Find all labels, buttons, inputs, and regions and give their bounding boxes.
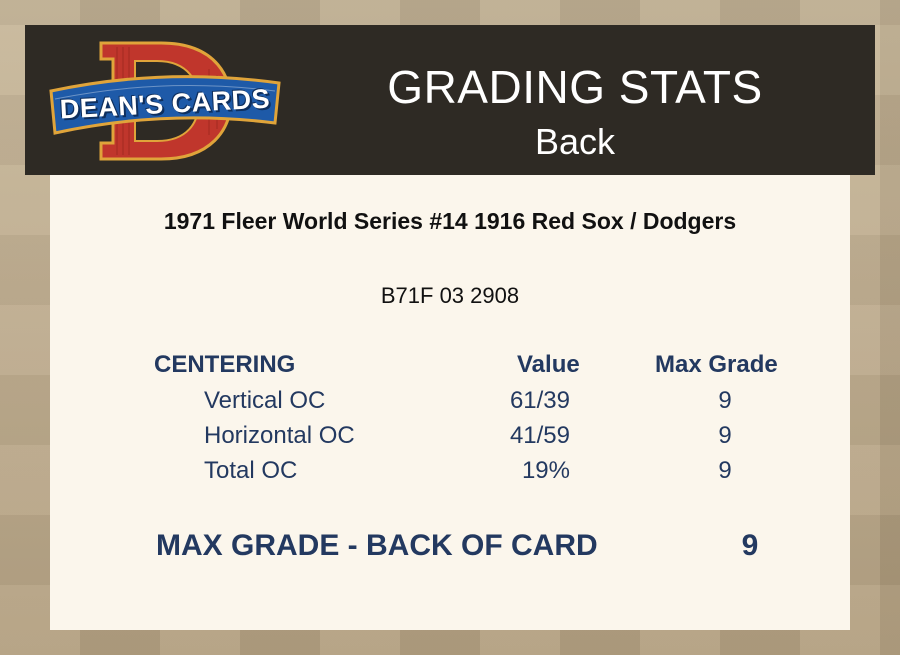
- row-label: Total OC: [204, 457, 298, 484]
- row-label: Vertical OC: [204, 387, 326, 414]
- stats-panel: 1971 Fleer World Series #14 1916 Red Sox…: [50, 175, 850, 630]
- header-banner: DEAN'S CARDS GRADING STATS Back: [25, 25, 875, 175]
- deans-cards-logo: DEAN'S CARDS: [49, 39, 281, 161]
- cert-number: B71F 03 2908: [380, 283, 520, 308]
- row-label: Horizontal OC: [204, 422, 355, 449]
- row-value: 19%: [521, 457, 570, 484]
- max-grade-label: MAX GRADE - BACK OF CARD: [156, 529, 598, 562]
- card-title: 1971 Fleer World Series #14 1916 Red Sox…: [163, 208, 737, 234]
- max-grade-heading: Max Grade: [655, 351, 778, 378]
- row-grade: 9: [718, 387, 732, 414]
- row-grade: 9: [718, 457, 732, 484]
- row-value: 61/39: [509, 387, 570, 414]
- centering-heading: CENTERING: [154, 351, 296, 378]
- value-heading: Value: [517, 351, 580, 378]
- max-grade-value: 9: [741, 529, 759, 562]
- page-title: GRADING STATS: [387, 61, 763, 113]
- row-value: 41/59: [509, 422, 570, 449]
- page-subtitle: Back: [534, 121, 616, 162]
- row-grade: 9: [718, 422, 732, 449]
